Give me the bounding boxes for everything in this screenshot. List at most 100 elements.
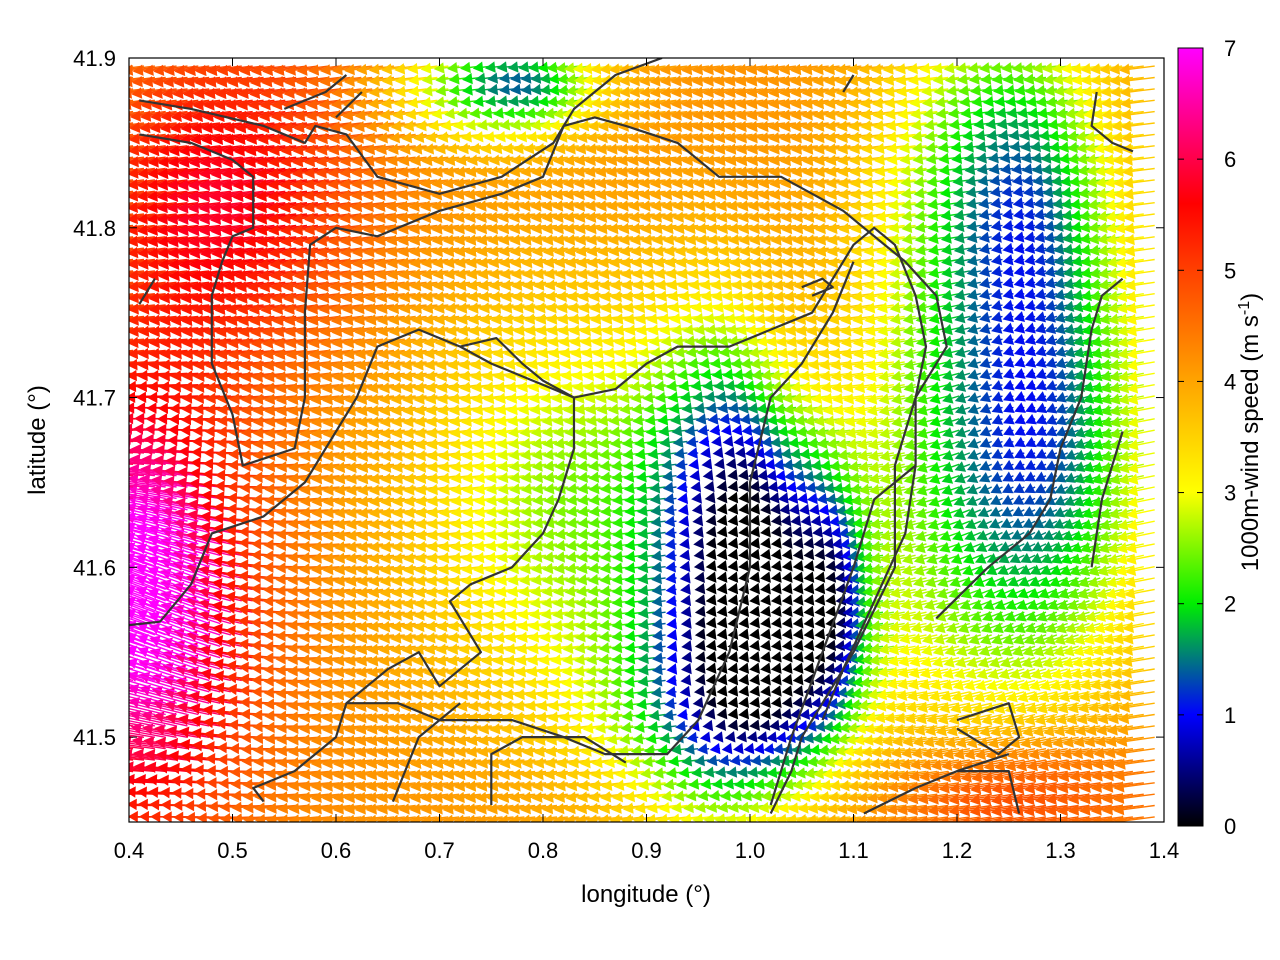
wind-vector <box>1018 679 1047 691</box>
wind-vector <box>949 782 992 794</box>
wind-vector <box>814 548 826 561</box>
wind-vector <box>898 644 927 656</box>
wind-vector <box>666 663 678 675</box>
wind-vector <box>627 767 655 780</box>
wind-vector <box>129 518 177 534</box>
wind-vector <box>965 668 992 680</box>
wind-vector <box>692 515 704 527</box>
wind-vector <box>966 300 981 312</box>
wind-vector <box>999 529 1014 540</box>
wind-vector <box>1035 414 1048 425</box>
wind-vector <box>951 541 971 553</box>
wind-vector <box>666 652 678 664</box>
wind-vector <box>716 503 728 515</box>
wind-vector <box>678 697 690 709</box>
wind-vector <box>1078 576 1101 588</box>
wind-vector <box>663 493 677 505</box>
wind-vector <box>662 709 677 721</box>
wind-vector <box>1125 542 1155 554</box>
wind-vector <box>129 613 156 625</box>
wind-vector <box>805 481 818 493</box>
wind-vector <box>1014 391 1026 402</box>
wind-vector <box>1023 494 1036 505</box>
wind-vector <box>129 710 145 716</box>
wind-vector <box>661 720 677 733</box>
wind-vector <box>897 792 938 804</box>
wind-vector <box>979 334 992 346</box>
wind-vector <box>766 731 778 743</box>
wind-vector <box>917 804 960 816</box>
wind-vector <box>977 506 992 518</box>
wind-vector <box>770 605 782 618</box>
wind-vector <box>1002 483 1014 494</box>
wind-vector <box>770 526 782 538</box>
wind-vector <box>129 514 156 522</box>
wind-vector <box>987 541 1003 552</box>
wind-vector <box>749 480 760 492</box>
wind-vector <box>129 452 134 454</box>
wind-vector <box>738 514 750 527</box>
wind-vector <box>990 483 1003 494</box>
wind-vector <box>1125 564 1155 577</box>
wind-vector <box>650 538 666 551</box>
wind-vector <box>749 673 760 686</box>
wind-vector <box>1051 541 1068 553</box>
wind-vector <box>1057 793 1101 805</box>
wind-vector <box>705 617 717 629</box>
wind-vector <box>952 679 981 691</box>
wind-vector <box>129 586 166 602</box>
wind-vector <box>129 804 134 807</box>
wind-vector <box>788 503 800 516</box>
wind-vector <box>1003 770 1047 783</box>
wind-vector <box>1050 553 1068 564</box>
wind-vector <box>724 446 735 459</box>
wind-vector <box>1002 288 1014 300</box>
wind-vector <box>1013 265 1025 277</box>
wind-vector <box>1012 793 1058 806</box>
wind-vector <box>1090 792 1133 805</box>
wind-vector <box>650 550 666 562</box>
wind-vector <box>967 645 992 657</box>
wind-vector <box>792 617 804 629</box>
wind-vector <box>573 665 601 677</box>
wind-vector <box>129 501 166 511</box>
wind-vector <box>756 731 768 743</box>
wind-vector <box>967 437 982 449</box>
wind-vector <box>973 691 1003 703</box>
wind-vector <box>652 652 666 664</box>
wind-vector <box>1035 356 1047 368</box>
wind-vector <box>1090 804 1133 816</box>
wind-vector <box>263 516 308 529</box>
wind-vector <box>711 435 722 448</box>
wind-vector <box>129 720 156 727</box>
wind-vector <box>1001 793 1047 806</box>
wind-vector <box>230 789 275 802</box>
wind-vector <box>954 254 971 267</box>
wind-vector <box>254 802 297 814</box>
wind-vector <box>672 436 688 448</box>
wind-vector <box>966 231 981 244</box>
wind-vector <box>985 564 1003 576</box>
wind-vector <box>638 630 655 642</box>
wind-vector <box>712 446 724 459</box>
wind-vector <box>750 754 764 767</box>
wind-vector <box>1118 712 1155 725</box>
wind-vector <box>129 705 166 716</box>
wind-vector <box>650 698 666 710</box>
wind-vector <box>665 674 677 687</box>
wind-vector <box>760 708 771 720</box>
wind-vector <box>129 546 156 556</box>
wind-vector <box>760 628 771 640</box>
wind-vector <box>741 424 753 436</box>
wind-vector <box>129 583 145 591</box>
wind-vector <box>716 560 728 572</box>
wind-vector <box>129 463 134 465</box>
wind-vector <box>1013 345 1026 357</box>
wind-vector <box>727 491 739 504</box>
wind-vector <box>760 582 771 595</box>
wind-vector <box>979 403 992 414</box>
wind-vector <box>825 605 837 618</box>
wind-vector <box>129 418 134 420</box>
wind-vector <box>1010 529 1025 540</box>
wind-vector <box>264 710 308 722</box>
